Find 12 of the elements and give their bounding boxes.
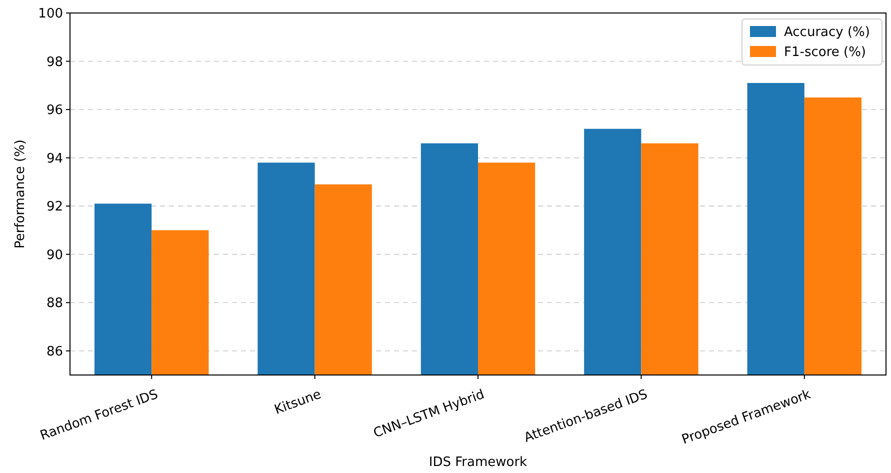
y-tick-label: 96: [46, 103, 63, 118]
y-tick-label: 100: [38, 6, 63, 22]
y-tick-label: 94: [46, 151, 63, 166]
y-axis-title: Performance (%): [13, 139, 28, 249]
x-axis-title: IDS Framework: [428, 455, 528, 470]
y-tick-label: 92: [46, 200, 63, 215]
legend-label: F1-score (%): [784, 45, 866, 60]
legend-label: Accuracy (%): [784, 25, 870, 40]
y-tick-label: 98: [46, 54, 63, 70]
y-tick-label: 86: [46, 344, 63, 360]
y-tick-label: 90: [46, 248, 63, 263]
y-tick-label: 88: [46, 296, 63, 312]
